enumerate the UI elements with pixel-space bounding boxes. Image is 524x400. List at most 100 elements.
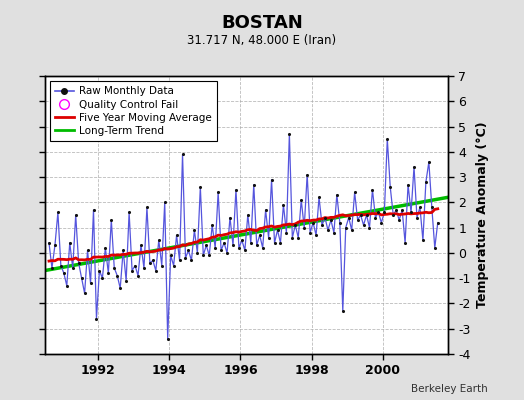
- Point: [249, 182, 258, 188]
- Point: [247, 240, 255, 246]
- Point: [53, 209, 62, 216]
- Point: [92, 316, 101, 322]
- Point: [288, 234, 297, 241]
- Point: [169, 262, 178, 269]
- Point: [205, 252, 213, 259]
- Point: [176, 257, 184, 264]
- Point: [339, 308, 347, 314]
- Point: [333, 192, 341, 198]
- Point: [199, 252, 208, 259]
- Point: [110, 265, 118, 271]
- Point: [116, 285, 124, 292]
- Point: [71, 212, 80, 218]
- Point: [113, 272, 122, 279]
- Point: [377, 219, 386, 226]
- Point: [140, 265, 148, 271]
- Point: [160, 199, 169, 206]
- Point: [345, 214, 353, 221]
- Point: [149, 257, 157, 264]
- Point: [89, 207, 97, 213]
- Point: [294, 234, 302, 241]
- Point: [143, 204, 151, 211]
- Point: [146, 260, 154, 266]
- Point: [315, 194, 323, 200]
- Point: [270, 240, 279, 246]
- Point: [416, 204, 424, 211]
- Point: [374, 209, 383, 216]
- Point: [48, 265, 56, 271]
- Point: [380, 209, 388, 216]
- Point: [407, 209, 415, 216]
- Point: [119, 247, 127, 254]
- Point: [104, 270, 113, 276]
- Point: [187, 257, 195, 264]
- Point: [95, 267, 104, 274]
- Point: [163, 336, 172, 342]
- Point: [158, 262, 166, 269]
- Point: [178, 151, 187, 158]
- Point: [193, 250, 202, 256]
- Point: [131, 262, 139, 269]
- Point: [62, 282, 71, 289]
- Point: [261, 207, 270, 213]
- Point: [342, 224, 350, 231]
- Point: [226, 214, 234, 221]
- Point: [134, 272, 142, 279]
- Point: [66, 240, 74, 246]
- Point: [291, 222, 300, 228]
- Point: [74, 260, 83, 266]
- Point: [395, 217, 403, 223]
- Y-axis label: Temperature Anomaly (°C): Temperature Anomaly (°C): [476, 122, 489, 308]
- Point: [330, 230, 338, 236]
- Point: [128, 267, 136, 274]
- Point: [211, 245, 220, 251]
- Point: [410, 164, 418, 170]
- Point: [318, 222, 326, 228]
- Point: [217, 247, 225, 254]
- Point: [265, 234, 273, 241]
- Point: [196, 184, 204, 190]
- Point: [83, 247, 92, 254]
- Point: [282, 230, 291, 236]
- Point: [424, 159, 433, 165]
- Point: [45, 240, 53, 246]
- Point: [413, 214, 421, 221]
- Point: [69, 265, 77, 271]
- Point: [253, 242, 261, 248]
- Point: [327, 217, 335, 223]
- Point: [256, 232, 264, 238]
- Point: [238, 237, 246, 244]
- Text: 31.717 N, 48.000 E (Iran): 31.717 N, 48.000 E (Iran): [188, 34, 336, 47]
- Point: [80, 290, 89, 296]
- Point: [107, 217, 115, 223]
- Point: [202, 242, 211, 248]
- Point: [336, 219, 344, 226]
- Point: [363, 212, 371, 218]
- Point: [354, 217, 362, 223]
- Point: [386, 184, 395, 190]
- Point: [419, 237, 427, 244]
- Point: [309, 219, 318, 226]
- Point: [422, 179, 430, 185]
- Point: [404, 182, 412, 188]
- Point: [321, 214, 329, 221]
- Legend: Raw Monthly Data, Quality Control Fail, Five Year Moving Average, Long-Term Tren: Raw Monthly Data, Quality Control Fail, …: [50, 81, 217, 141]
- Point: [86, 280, 95, 286]
- Point: [276, 240, 285, 246]
- Point: [356, 212, 365, 218]
- Point: [220, 240, 228, 246]
- Point: [214, 189, 222, 196]
- Point: [303, 171, 311, 178]
- Point: [365, 224, 374, 231]
- Point: [433, 219, 442, 226]
- Point: [306, 230, 314, 236]
- Point: [151, 267, 160, 274]
- Point: [368, 186, 377, 193]
- Point: [371, 214, 379, 221]
- Point: [300, 224, 309, 231]
- Point: [285, 131, 293, 137]
- Point: [267, 176, 276, 183]
- Point: [155, 237, 163, 244]
- Point: [297, 197, 305, 203]
- Point: [122, 278, 130, 284]
